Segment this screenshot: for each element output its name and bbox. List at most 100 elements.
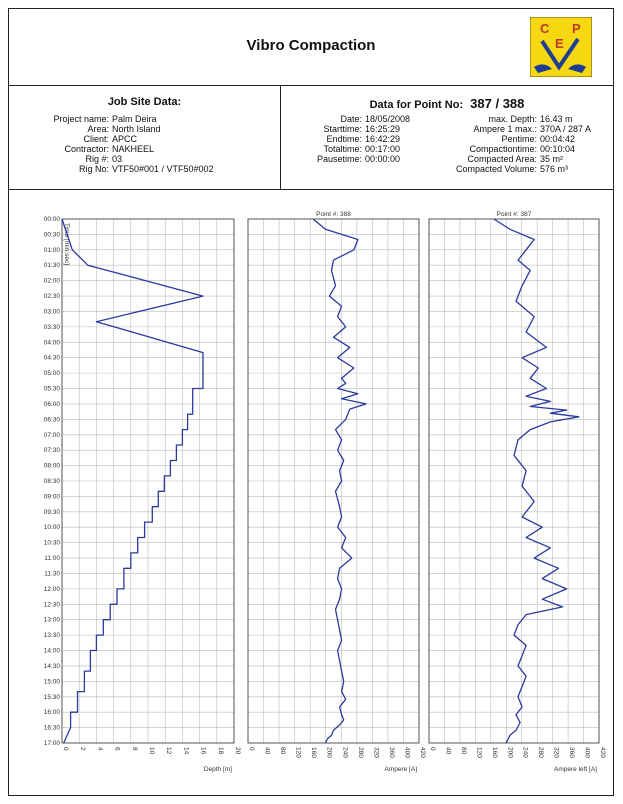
chart-title: Point #: 388	[316, 211, 351, 218]
x-tick-label: 420	[419, 747, 426, 758]
point-data-left-rows: Date: 18/05/2008 Starttime: 16:25:29 Endtime…	[281, 114, 431, 184]
field-value: VTF50#001 / VTF50#002	[112, 164, 214, 174]
logo-letter-p: P	[572, 21, 581, 36]
y-tick-label: 00:00	[44, 216, 61, 223]
field-value: 16.43 m	[540, 114, 573, 124]
field-label: Compacted Area:	[467, 154, 537, 164]
y-axis-label: Time [min:sec]	[63, 223, 70, 265]
chart-panel-0: 0 2 4 6 8 10 12 14 16 18 20 00:00 00:30 01:00 01:30 02:…	[44, 216, 241, 773]
y-tick-label: 01:00	[44, 247, 61, 254]
x-tick-label: 6	[114, 747, 121, 751]
y-tick-label: 13:00	[44, 617, 61, 624]
x-axis-label: Ampere left [A]	[554, 766, 597, 773]
x-tick-label: 0	[248, 747, 255, 751]
x-tick-label: 18	[217, 747, 224, 755]
logo-letter-c: C	[540, 21, 550, 36]
y-tick-label: 14:00	[44, 648, 61, 655]
y-tick-label: 07:30	[44, 447, 61, 454]
field-value: NAKHEEL	[112, 144, 155, 154]
cep-logo: C E P	[530, 17, 592, 77]
field-value: 00:17:00	[365, 144, 401, 154]
point-data-right-rows: max. Depth: 16.43 m Ampere 1 max.: 370A / 2…	[431, 114, 613, 184]
plot-border	[247, 218, 420, 744]
y-tick-label: 15:30	[44, 694, 61, 701]
logo-letter-e: E	[555, 36, 564, 51]
y-tick-label: 15:00	[44, 678, 61, 685]
y-tick-label: 12:00	[44, 586, 61, 593]
y-tick-label: 09:00	[44, 493, 61, 500]
y-tick-label: 17:00	[44, 740, 61, 747]
field-value: APCC	[112, 134, 138, 144]
x-tick-label: 360	[568, 747, 575, 758]
x-tick-label: 240	[522, 747, 529, 758]
field-value: 03	[112, 154, 123, 164]
x-tick-label: 10	[148, 747, 155, 755]
field-label: Area:	[87, 124, 109, 134]
y-tick-label: 06:00	[44, 401, 61, 408]
y-tick-label: 10:30	[44, 540, 61, 547]
field-label: Ampere 1 max.:	[473, 124, 537, 134]
y-tick-label: 14:30	[44, 663, 61, 670]
x-tick-label: 280	[357, 747, 364, 758]
x-tick-label: 80	[279, 747, 286, 755]
field-value: 370A / 287 A	[540, 124, 592, 134]
chart-panel-2: 0 40 80 120 160 200 240 280 320 360 400 420 Point #:…	[428, 211, 606, 773]
y-tick-label: 08:30	[44, 478, 61, 485]
field-value: Palm Deira	[112, 114, 157, 124]
x-tick-label: 2	[79, 747, 86, 751]
job-site-rows: Project name: Palm Deira Area: North Island…	[9, 114, 281, 184]
report-title: Vibro Compaction	[246, 37, 376, 54]
y-tick-label: 03:30	[44, 324, 61, 331]
x-tick-label: 400	[584, 747, 591, 758]
field-label: Project name:	[53, 114, 109, 124]
x-tick-label: 400	[403, 747, 410, 758]
y-tick-label: 09:30	[44, 509, 61, 516]
y-tick-label: 12:30	[44, 601, 61, 608]
charts-area: 0 2 4 6 8 10 12 14 16 18 20 00:00 00:30 01:00 01:30 02:…	[44, 211, 606, 773]
chart-title: Point #: 387	[497, 211, 532, 218]
field-value: North Island	[112, 124, 161, 134]
y-tick-label: 05:00	[44, 370, 61, 377]
y-tick-label: 04:00	[44, 339, 61, 346]
field-label: max. Depth:	[488, 114, 537, 124]
field-label: Endtime:	[326, 134, 362, 144]
field-label: Date:	[340, 114, 362, 124]
report-frame: Vibro Compaction C E P Job Site Data: Pr…	[8, 8, 614, 796]
x-tick-label: 160	[310, 747, 317, 758]
x-tick-label: 16	[200, 747, 207, 755]
y-tick-label: 01:30	[44, 262, 61, 269]
y-tick-label: 11:30	[44, 570, 60, 577]
x-tick-label: 14	[182, 747, 189, 755]
y-tick-label: 16:30	[44, 725, 61, 732]
field-label: Compactiontime:	[469, 144, 537, 154]
plot-border	[428, 218, 600, 744]
field-label: Starttime:	[323, 124, 362, 134]
x-tick-label: 420	[599, 747, 606, 758]
series-line	[493, 218, 580, 744]
field-value: 00:04:42	[540, 134, 576, 144]
field-value: 00:00:00	[365, 154, 401, 164]
y-tick-label: 05:30	[44, 386, 61, 393]
x-tick-label: 200	[326, 747, 333, 758]
x-tick-label: 12	[165, 747, 172, 755]
x-tick-label: 40	[264, 747, 271, 755]
point-data-title-value: 387 / 388	[470, 96, 525, 111]
y-tick-label: 10:00	[44, 524, 61, 531]
x-tick-label: 320	[372, 747, 379, 758]
y-tick-label: 11:00	[44, 555, 60, 562]
x-tick-label: 0	[429, 747, 436, 751]
x-tick-label: 240	[341, 747, 348, 758]
job-site-panel: Job Site Data: Project name: Palm Deira Ar…	[9, 86, 281, 189]
x-tick-label: 40	[444, 747, 451, 755]
y-tick-label: 16:00	[44, 709, 61, 716]
field-label: Rig No:	[78, 164, 109, 174]
field-value: 35 m²	[540, 154, 564, 164]
y-tick-label: 13:30	[44, 632, 61, 639]
x-axis-label: Ampere [A]	[384, 766, 417, 773]
plot-border	[61, 218, 235, 744]
info-section: Job Site Data: Project name: Palm Deira Ar…	[9, 86, 613, 190]
x-tick-label: 160	[491, 747, 498, 758]
y-tick-label: 02:00	[44, 278, 61, 285]
series-line	[312, 218, 367, 744]
x-tick-label: 8	[131, 747, 138, 751]
